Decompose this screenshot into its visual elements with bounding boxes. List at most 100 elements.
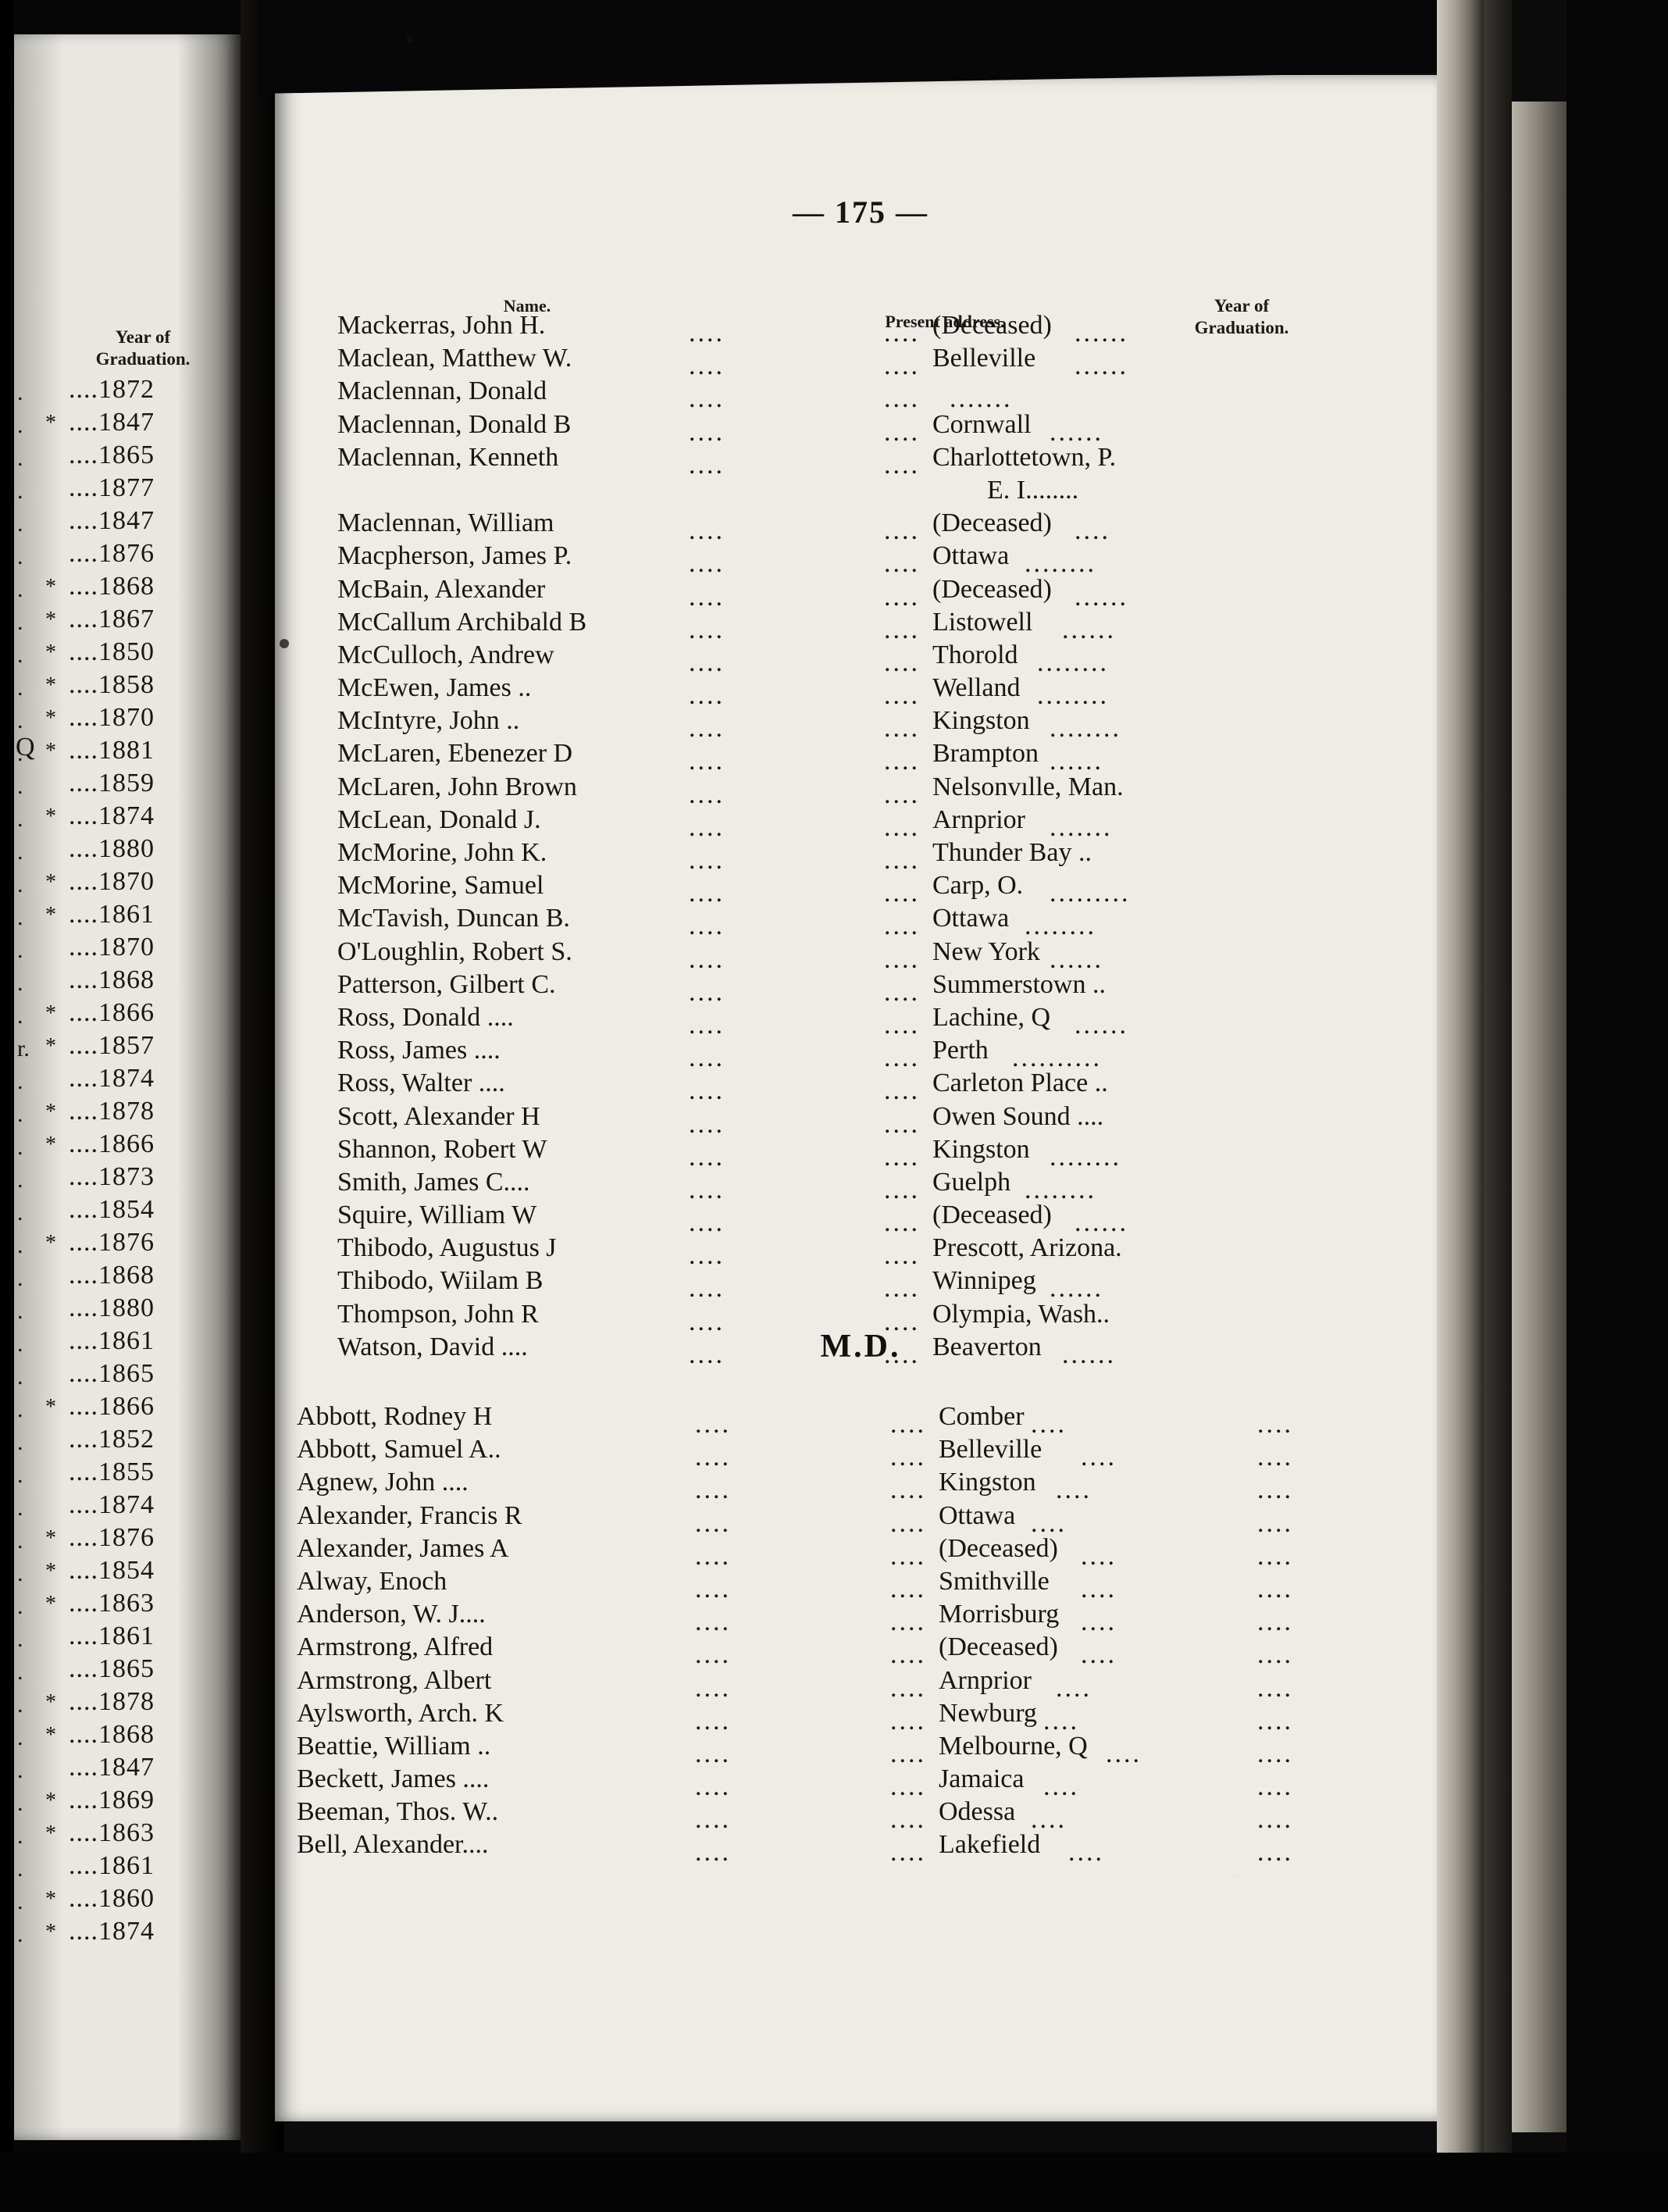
graduate-row: Maclennan, William........ (Deceased)....… — [337, 508, 1573, 545]
present-address: Odessa — [939, 1797, 1016, 1827]
facing-page-year-row: . * ....1866 — [14, 1392, 241, 1425]
name-dot-leader: .... — [695, 1772, 731, 1802]
deceased-asterisk-marker: * — [45, 1821, 56, 1846]
address-lead-dots: .... — [884, 450, 920, 480]
address-dot-leader: ........ — [1025, 549, 1096, 579]
present-address: Jamaica — [939, 1764, 1025, 1794]
name-dot-leader: .... — [689, 977, 725, 1007]
facing-row-lead-dot: . — [17, 511, 23, 537]
facing-graduation-year: ....1854 — [69, 1556, 155, 1585]
facing-row-lead-dot: . — [17, 675, 23, 701]
column-header-address: Present address. — [885, 312, 1005, 331]
graduate-row: McLaren, Ebenezer D........ Brampton.....… — [337, 739, 1573, 776]
address-dot-leader: ...... — [1075, 1010, 1128, 1040]
facing-graduation-year: ....1881 — [69, 736, 155, 765]
facing-row-lead-dot: . — [17, 642, 23, 668]
deceased-asterisk-marker: * — [45, 1920, 56, 1944]
facing-page-year-row: . * ....1876 — [14, 1228, 241, 1261]
facing-graduation-year: ....1876 — [69, 1523, 155, 1552]
address-lead-dots: .... — [884, 1044, 920, 1073]
present-address: (Deceased) — [932, 508, 1052, 538]
name-dot-leader: .... — [689, 450, 725, 480]
name-dot-leader: .... — [689, 1208, 725, 1238]
middle-dot-leader: .... — [1257, 1640, 1293, 1670]
graduate-row: Alexander, James A........ (Deceased)....… — [297, 1534, 1524, 1571]
graduate-name: Armstrong, Albert — [297, 1665, 492, 1695]
address-dot-leader: .... — [1043, 1772, 1079, 1802]
present-address: Arnprior — [939, 1665, 1032, 1695]
graduate-row: McLean, Donald J......... Arnprior.......… — [337, 805, 1573, 842]
graduate-row: McTavish, Duncan B......... Ottawa.......… — [337, 904, 1573, 940]
graduate-name: Scott, Alexander H — [337, 1101, 540, 1131]
facing-page-top-edge — [14, 0, 241, 34]
graduate-row: McLaren, John Brown........ Nelsonvılle, … — [337, 772, 1573, 809]
address-lead-dots: .... — [890, 1772, 926, 1802]
middle-dot-leader: .... — [1257, 1508, 1293, 1538]
facing-page-year-row: . ....1865 — [14, 441, 241, 473]
facing-graduation-year: ....1854 — [69, 1195, 155, 1224]
graduate-list-md: Abbott, Rodney H........Comber........18… — [297, 1402, 1524, 1867]
graduate-name: Maclennan, Kenneth — [337, 442, 559, 472]
facing-row-lead-dot: . — [17, 806, 23, 832]
present-address: Brampton — [932, 739, 1039, 769]
facing-graduation-year: ....1868 — [69, 1261, 155, 1290]
facing-page-year-row: . * Q ....1881 — [14, 733, 241, 769]
graduate-row: Abbott, Samuel A.......... Belleville....… — [297, 1435, 1524, 1472]
facing-page-year-row: . ....1859 — [14, 769, 241, 801]
facing-graduation-year: ....1874 — [69, 1917, 155, 1946]
facing-page-year-row: . * ....1870 — [14, 867, 241, 900]
facing-row-lead-dot: . — [17, 576, 23, 602]
graduate-name: Maclennan, William — [337, 508, 554, 538]
address-lead-dots: .... — [884, 417, 920, 447]
address-dot-leader: .... — [1081, 1541, 1117, 1571]
address-dot-leader: ...... — [1050, 747, 1103, 776]
facing-graduation-year: ....1878 — [69, 1097, 155, 1126]
address-dot-leader: .... — [1068, 1838, 1104, 1868]
facing-row-lead-dot: . — [17, 478, 23, 504]
name-dot-leader: .... — [695, 1673, 731, 1703]
graduate-name: McLaren, John Brown — [337, 772, 577, 801]
address-dot-leader: .... — [1031, 1805, 1067, 1835]
address-lead-dots: .... — [884, 747, 920, 776]
facing-graduation-year: ....1880 — [69, 1293, 155, 1322]
address-lead-dots: .... — [890, 1640, 926, 1670]
present-address: (Deceased) — [932, 311, 1052, 340]
facing-page-year-row: . * ....1874 — [14, 801, 241, 834]
facing-graduation-year: ....1860 — [69, 1884, 155, 1913]
present-address: Thorold — [932, 640, 1018, 669]
deceased-asterisk-marker: * — [45, 903, 56, 927]
address-lead-dots: .... — [890, 1443, 926, 1472]
graduate-name: Mackerras, John H. — [337, 311, 546, 340]
facing-graduation-year: ....1874 — [69, 801, 155, 830]
page-block-edge — [1437, 0, 1484, 2212]
deceased-asterisk-marker: * — [45, 673, 56, 697]
facing-graduation-year: ....1878 — [69, 1687, 155, 1716]
address-lead-dots: .... — [890, 1739, 926, 1768]
present-address: Beaverton — [932, 1332, 1042, 1361]
middle-dot-leader: .... — [1257, 1706, 1293, 1736]
paper-grain — [275, 75, 1446, 2121]
facing-graduation-year: ....1866 — [69, 1129, 155, 1158]
name-dot-leader: .... — [689, 780, 725, 809]
facing-graduation-year: ....1861 — [69, 900, 155, 929]
present-address: Carp, O. — [932, 871, 1024, 901]
deceased-asterisk-marker: * — [45, 739, 56, 763]
graduate-name: Patterson, Gilbert C. — [337, 969, 556, 999]
present-address: Cornwall — [932, 409, 1032, 439]
facing-page-year-row: . * ....1850 — [14, 637, 241, 670]
graduate-row: Armstrong, Alfred........ (Deceased).....… — [297, 1632, 1524, 1669]
column-header-year: Year of Graduation. — [1148, 295, 1335, 339]
address-lead-dots: .... — [884, 1010, 920, 1040]
address-lead-dots: .... — [890, 1838, 926, 1868]
graduate-row: Scott, Alexander H........ Owen Sound ...… — [337, 1101, 1573, 1139]
address-lead-dots: .... — [884, 384, 920, 414]
facing-graduation-year: ....1855 — [69, 1457, 155, 1486]
deceased-asterisk-marker: * — [45, 1034, 56, 1058]
graduate-name: Ross, Donald .... — [337, 1002, 514, 1032]
facing-graduation-year: ....1861 — [69, 1851, 155, 1880]
facing-page-year-row: . ....1877 — [14, 473, 241, 506]
facing-page-year-row: . * ....1868 — [14, 572, 241, 605]
name-dot-leader: .... — [695, 1607, 731, 1637]
facing-page-partial: Year of Graduation. . ....1872. * ....1847.… — [14, 31, 241, 2140]
address-dot-leader: .... — [1081, 1607, 1117, 1637]
